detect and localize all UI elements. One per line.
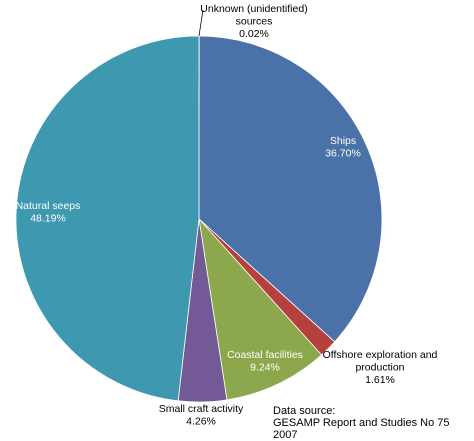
- data-source-line2: GESAMP Report and Studies No 75 2007: [273, 417, 474, 441]
- pie-slices: [16, 36, 382, 402]
- data-source-line1: Data source:: [273, 405, 474, 417]
